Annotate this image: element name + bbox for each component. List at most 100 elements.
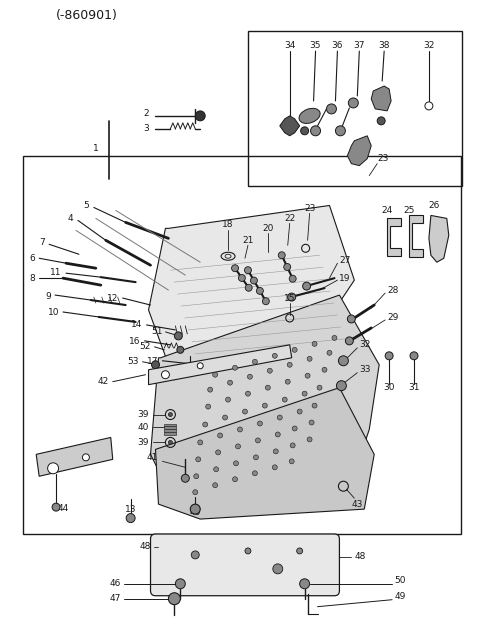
Circle shape: [257, 421, 263, 426]
Polygon shape: [148, 205, 354, 370]
Circle shape: [289, 459, 294, 464]
Circle shape: [197, 363, 203, 369]
Text: 40: 40: [137, 423, 148, 432]
Circle shape: [213, 373, 217, 378]
Circle shape: [168, 441, 172, 444]
Circle shape: [317, 385, 322, 390]
Text: 29: 29: [387, 313, 398, 323]
Circle shape: [168, 593, 180, 605]
Circle shape: [326, 104, 336, 114]
Text: 15: 15: [284, 293, 296, 303]
Text: 36: 36: [332, 41, 343, 50]
Circle shape: [348, 98, 358, 108]
Circle shape: [385, 352, 393, 360]
Circle shape: [253, 455, 258, 460]
Circle shape: [223, 415, 228, 420]
Circle shape: [245, 548, 251, 554]
Circle shape: [175, 579, 185, 589]
Circle shape: [322, 368, 327, 373]
Text: 27: 27: [339, 256, 351, 265]
Circle shape: [292, 348, 297, 353]
Circle shape: [228, 380, 232, 385]
Circle shape: [196, 457, 201, 462]
Circle shape: [327, 350, 332, 355]
Text: 6: 6: [29, 254, 35, 263]
Text: 35: 35: [309, 41, 320, 50]
Bar: [23, 156, 461, 534]
Text: 11: 11: [49, 268, 61, 276]
Circle shape: [300, 579, 310, 589]
Text: 33: 33: [360, 365, 371, 374]
Circle shape: [248, 374, 252, 379]
Circle shape: [195, 111, 205, 121]
Text: 17: 17: [147, 358, 158, 366]
Circle shape: [168, 412, 172, 417]
Circle shape: [332, 335, 337, 340]
Circle shape: [226, 397, 230, 402]
Circle shape: [300, 127, 309, 135]
Circle shape: [309, 420, 314, 425]
FancyBboxPatch shape: [151, 534, 339, 596]
Circle shape: [232, 365, 238, 370]
Circle shape: [292, 426, 297, 431]
Text: 16: 16: [129, 338, 141, 346]
Circle shape: [242, 409, 248, 414]
Text: 21: 21: [242, 236, 253, 245]
Circle shape: [302, 282, 311, 290]
Text: 31: 31: [408, 383, 420, 392]
Text: 39: 39: [137, 410, 148, 419]
Circle shape: [263, 403, 267, 408]
Bar: [165, 432, 176, 435]
Circle shape: [302, 391, 307, 396]
Circle shape: [217, 433, 223, 438]
Circle shape: [263, 298, 269, 305]
Circle shape: [255, 438, 260, 443]
Polygon shape: [280, 116, 300, 136]
Text: 9: 9: [45, 291, 51, 301]
Circle shape: [48, 463, 59, 474]
Circle shape: [245, 391, 251, 396]
Circle shape: [272, 465, 277, 470]
Text: 46: 46: [109, 579, 120, 588]
Circle shape: [251, 277, 257, 284]
Text: 4: 4: [67, 214, 73, 223]
Circle shape: [278, 251, 285, 259]
Circle shape: [276, 432, 280, 437]
Text: 30: 30: [384, 383, 395, 392]
Circle shape: [282, 397, 287, 402]
Circle shape: [152, 361, 159, 369]
Text: 5: 5: [83, 201, 89, 210]
Text: 12: 12: [108, 293, 119, 303]
Circle shape: [214, 467, 218, 472]
Circle shape: [312, 341, 317, 346]
Text: 7: 7: [39, 238, 45, 247]
Circle shape: [161, 371, 169, 379]
Text: 50: 50: [394, 577, 406, 585]
Text: 37: 37: [354, 41, 365, 50]
Circle shape: [297, 548, 302, 554]
Circle shape: [252, 359, 257, 364]
Text: 45: 45: [190, 507, 201, 517]
Text: 26: 26: [428, 201, 440, 210]
Circle shape: [238, 427, 242, 432]
Circle shape: [252, 470, 257, 475]
Circle shape: [232, 477, 238, 482]
Circle shape: [273, 449, 278, 454]
Text: 48: 48: [354, 552, 366, 562]
Text: 51: 51: [151, 328, 162, 336]
Text: 1: 1: [93, 144, 99, 154]
Circle shape: [284, 263, 291, 270]
Circle shape: [236, 444, 240, 449]
Text: 32: 32: [423, 41, 434, 50]
Circle shape: [177, 346, 184, 353]
Text: 20: 20: [262, 224, 274, 233]
Polygon shape: [409, 215, 423, 257]
Circle shape: [256, 288, 264, 295]
Circle shape: [377, 117, 385, 125]
Text: 41: 41: [147, 453, 158, 462]
Text: 19: 19: [339, 274, 351, 283]
Circle shape: [336, 381, 347, 391]
Circle shape: [285, 379, 290, 384]
Circle shape: [245, 285, 252, 291]
Circle shape: [311, 126, 321, 136]
